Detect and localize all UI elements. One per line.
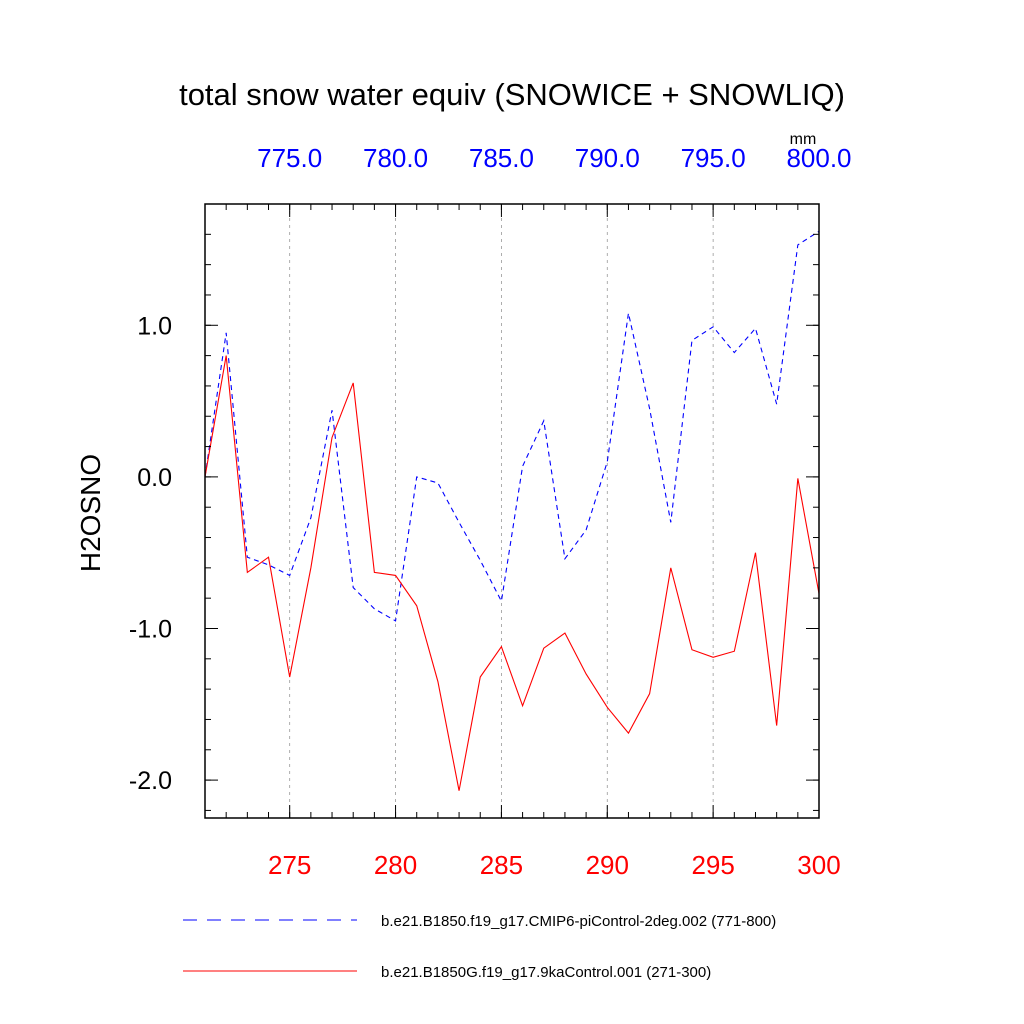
bottom-tick-label: 295 — [691, 850, 734, 880]
y-tick-label: -2.0 — [129, 767, 172, 795]
legend-label-blue: b.e21.B1850.f19_g17.CMIP6-piControl-2deg… — [381, 913, 776, 930]
bottom-tick-label: 285 — [480, 850, 523, 880]
y-tick-label: 1.0 — [137, 312, 172, 340]
top-tick-label: 795.0 — [681, 143, 746, 173]
series-group — [204, 230, 820, 791]
y-axis-label: H2OSNO — [75, 454, 106, 572]
series-line-red — [204, 355, 820, 791]
bottom-tick-label: 280 — [374, 850, 417, 880]
top-tick-label: 785.0 — [469, 143, 534, 173]
top-tick-labels: 775.0 780.0 785.0 790.0 795.0 800.0 — [257, 143, 851, 173]
y-tick-labels: 1.0 0.0 -1.0 -2.0 — [129, 312, 172, 795]
series-line-blue — [204, 230, 820, 622]
y-tick-label: -1.0 — [129, 615, 172, 643]
legend-label-red: b.e21.B1850G.f19_g17.9kaControl.001 (271… — [381, 964, 711, 981]
top-tick-label: 775.0 — [257, 143, 322, 173]
top-axis-units: mm — [790, 131, 817, 148]
y-tick-label: 0.0 — [137, 464, 172, 492]
top-tick-label: 800.0 — [786, 143, 851, 173]
major-ticks — [205, 204, 820, 818]
bottom-tick-label: 300 — [797, 850, 840, 880]
top-tick-label: 780.0 — [363, 143, 428, 173]
plot-frame — [204, 203, 820, 819]
bottom-tick-label: 275 — [268, 850, 311, 880]
top-tick-label: 790.0 — [575, 143, 640, 173]
legend: b.e21.B1850.f19_g17.CMIP6-piControl-2deg… — [183, 913, 776, 981]
grid-lines — [289, 204, 714, 818]
minor-ticks — [204, 204, 820, 818]
bottom-tick-labels: 275 280 285 290 295 300 — [268, 850, 841, 880]
chart-title: total snow water equiv (SNOWICE + SNOWLI… — [179, 77, 845, 112]
bottom-tick-label: 290 — [586, 850, 629, 880]
